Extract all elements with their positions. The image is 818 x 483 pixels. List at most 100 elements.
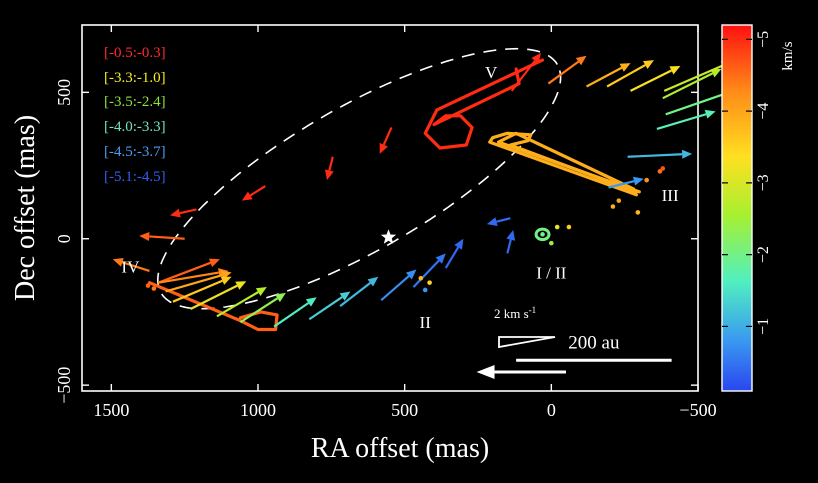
proper-motion-arrow [328,156,334,171]
proper-motion-arrowhead [139,231,150,241]
disk-ellipse [156,47,562,310]
y-axis-label: Dec offset (mas) [10,115,41,301]
proper-motion-arrowhead [220,276,232,285]
proper-motion-arrow [158,271,219,284]
legend-entry: [-3.3:-1.0] [104,70,166,86]
proper-motion-arrow [510,60,536,92]
maser-spot [540,232,545,237]
maser-loops [147,58,641,332]
region-labels: V III IV I / II II [121,63,679,332]
maser-spot [660,166,666,171]
maser-loop-trail [423,58,545,150]
proper-motion-arrowhead [454,238,464,250]
maser-spot [610,204,616,209]
x-tick-label: 500 [391,400,418,420]
region-label-i-ii: I / II [536,263,567,282]
proper-motion-arrow [121,261,150,272]
proper-motion-arrow [627,153,683,158]
proper-motion-arrowhead [379,142,388,154]
x-tick-label: 1000 [240,400,276,420]
y-tick-label: 500 [54,79,74,106]
disk-ellipse-path [156,47,562,310]
proper-motion-arrowhead [339,291,351,301]
colorbar-tick-label: −5 [755,31,772,48]
proper-motion-arrow [586,66,623,88]
x-tick-label: 0 [547,400,556,420]
proper-motion-arrow [190,284,238,311]
proper-motion-arrow [273,302,310,328]
plot-frame [81,24,699,392]
proper-motion-arrow [308,296,343,321]
proper-motion-arrowhead [112,257,124,267]
proper-motion-arrow [157,261,211,284]
proper-motion-arrowhead [405,269,417,280]
scale-bar: 200 au [516,332,672,362]
proper-motion-arrowhead [643,60,654,69]
colorbar-tick-label: −1 [755,318,772,335]
proper-motion-arrowhead [208,258,220,268]
proper-motion-arrow [608,180,635,189]
velocity-key-wedge [498,336,556,349]
maser-spot [427,280,432,285]
colorbar-tick-label: −4 [755,103,772,120]
proper-motion-arrowhead [669,65,681,75]
proper-motion-arrow [380,275,410,302]
colorbar-gradient [721,24,753,392]
maser-spot [422,287,428,293]
proper-motion-arrowhead [275,292,286,303]
legend-entry: [-4.0:-3.3] [104,119,166,135]
colorbar-tick-label: −3 [755,174,772,191]
region-label-v: V [485,63,498,82]
proper-motion-arrow [506,239,512,254]
maser-spot [549,240,554,246]
region-label-iii: III [662,186,679,205]
proper-motion-arrow [249,185,266,197]
proper-motion-arrowhead [632,176,644,186]
proper-motion-arrowhead [619,63,631,72]
maser-small-loop [534,227,551,242]
maser-loop-trail [496,131,641,194]
proper-motion-arrow [172,279,223,303]
maser-spot [151,286,157,291]
proper-motion-arrowhead [235,281,247,290]
proper-motion-arrow [339,282,372,307]
maser-spot [644,177,649,183]
maser-spot [566,224,572,230]
proper-motion-arrow [663,64,723,92]
proper-motion-arrowhead [305,297,317,307]
proper-motion-arrowhead [486,217,498,227]
proper-motion-arrowhead [241,191,253,201]
proper-motion-arrowhead [367,276,379,287]
proper-motion-arrowhead [710,68,722,78]
colorbar-ticks: −1 −2 −3 −4 −5 [722,31,772,335]
scale-bar-label: 200 au [568,332,620,353]
proper-motion-arrowhead [170,208,181,218]
proper-motion-arrowhead [324,169,334,181]
velocity-key-label: 2 km s-1 [494,305,536,321]
axis-ticks: 1500 1000 500 0 −500 −500 0 500 [54,25,717,420]
colorbar-label: km/s [780,41,796,70]
proper-motion-arrow [606,64,646,88]
proper-motion-arrowhead [506,229,516,241]
proper-motion-arrow [179,208,197,215]
proper-motion-arrow [382,127,393,146]
region-label-ii: II [420,313,432,332]
legend-entry: [-4.5:-3.7] [104,144,166,160]
proper-motion-arrowhead [531,52,542,64]
proper-motion-arrow [165,274,223,293]
proper-motion-arrow [662,72,714,100]
maser-spot [657,169,663,174]
x-tick-label: 1500 [93,400,129,420]
colorbar: −1 −2 −3 −4 −5 km/s [721,24,796,392]
velocity-key-arrowhead [476,364,495,379]
x-axis-label: RA offset (mas) [311,433,489,464]
legend-entry: [-0.5:-0.3] [104,45,166,61]
legend-entry: [-3.5:-2.4] [104,94,166,110]
maser-spot [418,275,424,281]
maser-spot [554,224,560,230]
central-star-marker [380,229,397,244]
maser-spot [616,198,622,203]
maser-spot [145,283,151,288]
proper-motion-arrowhead [435,253,446,264]
